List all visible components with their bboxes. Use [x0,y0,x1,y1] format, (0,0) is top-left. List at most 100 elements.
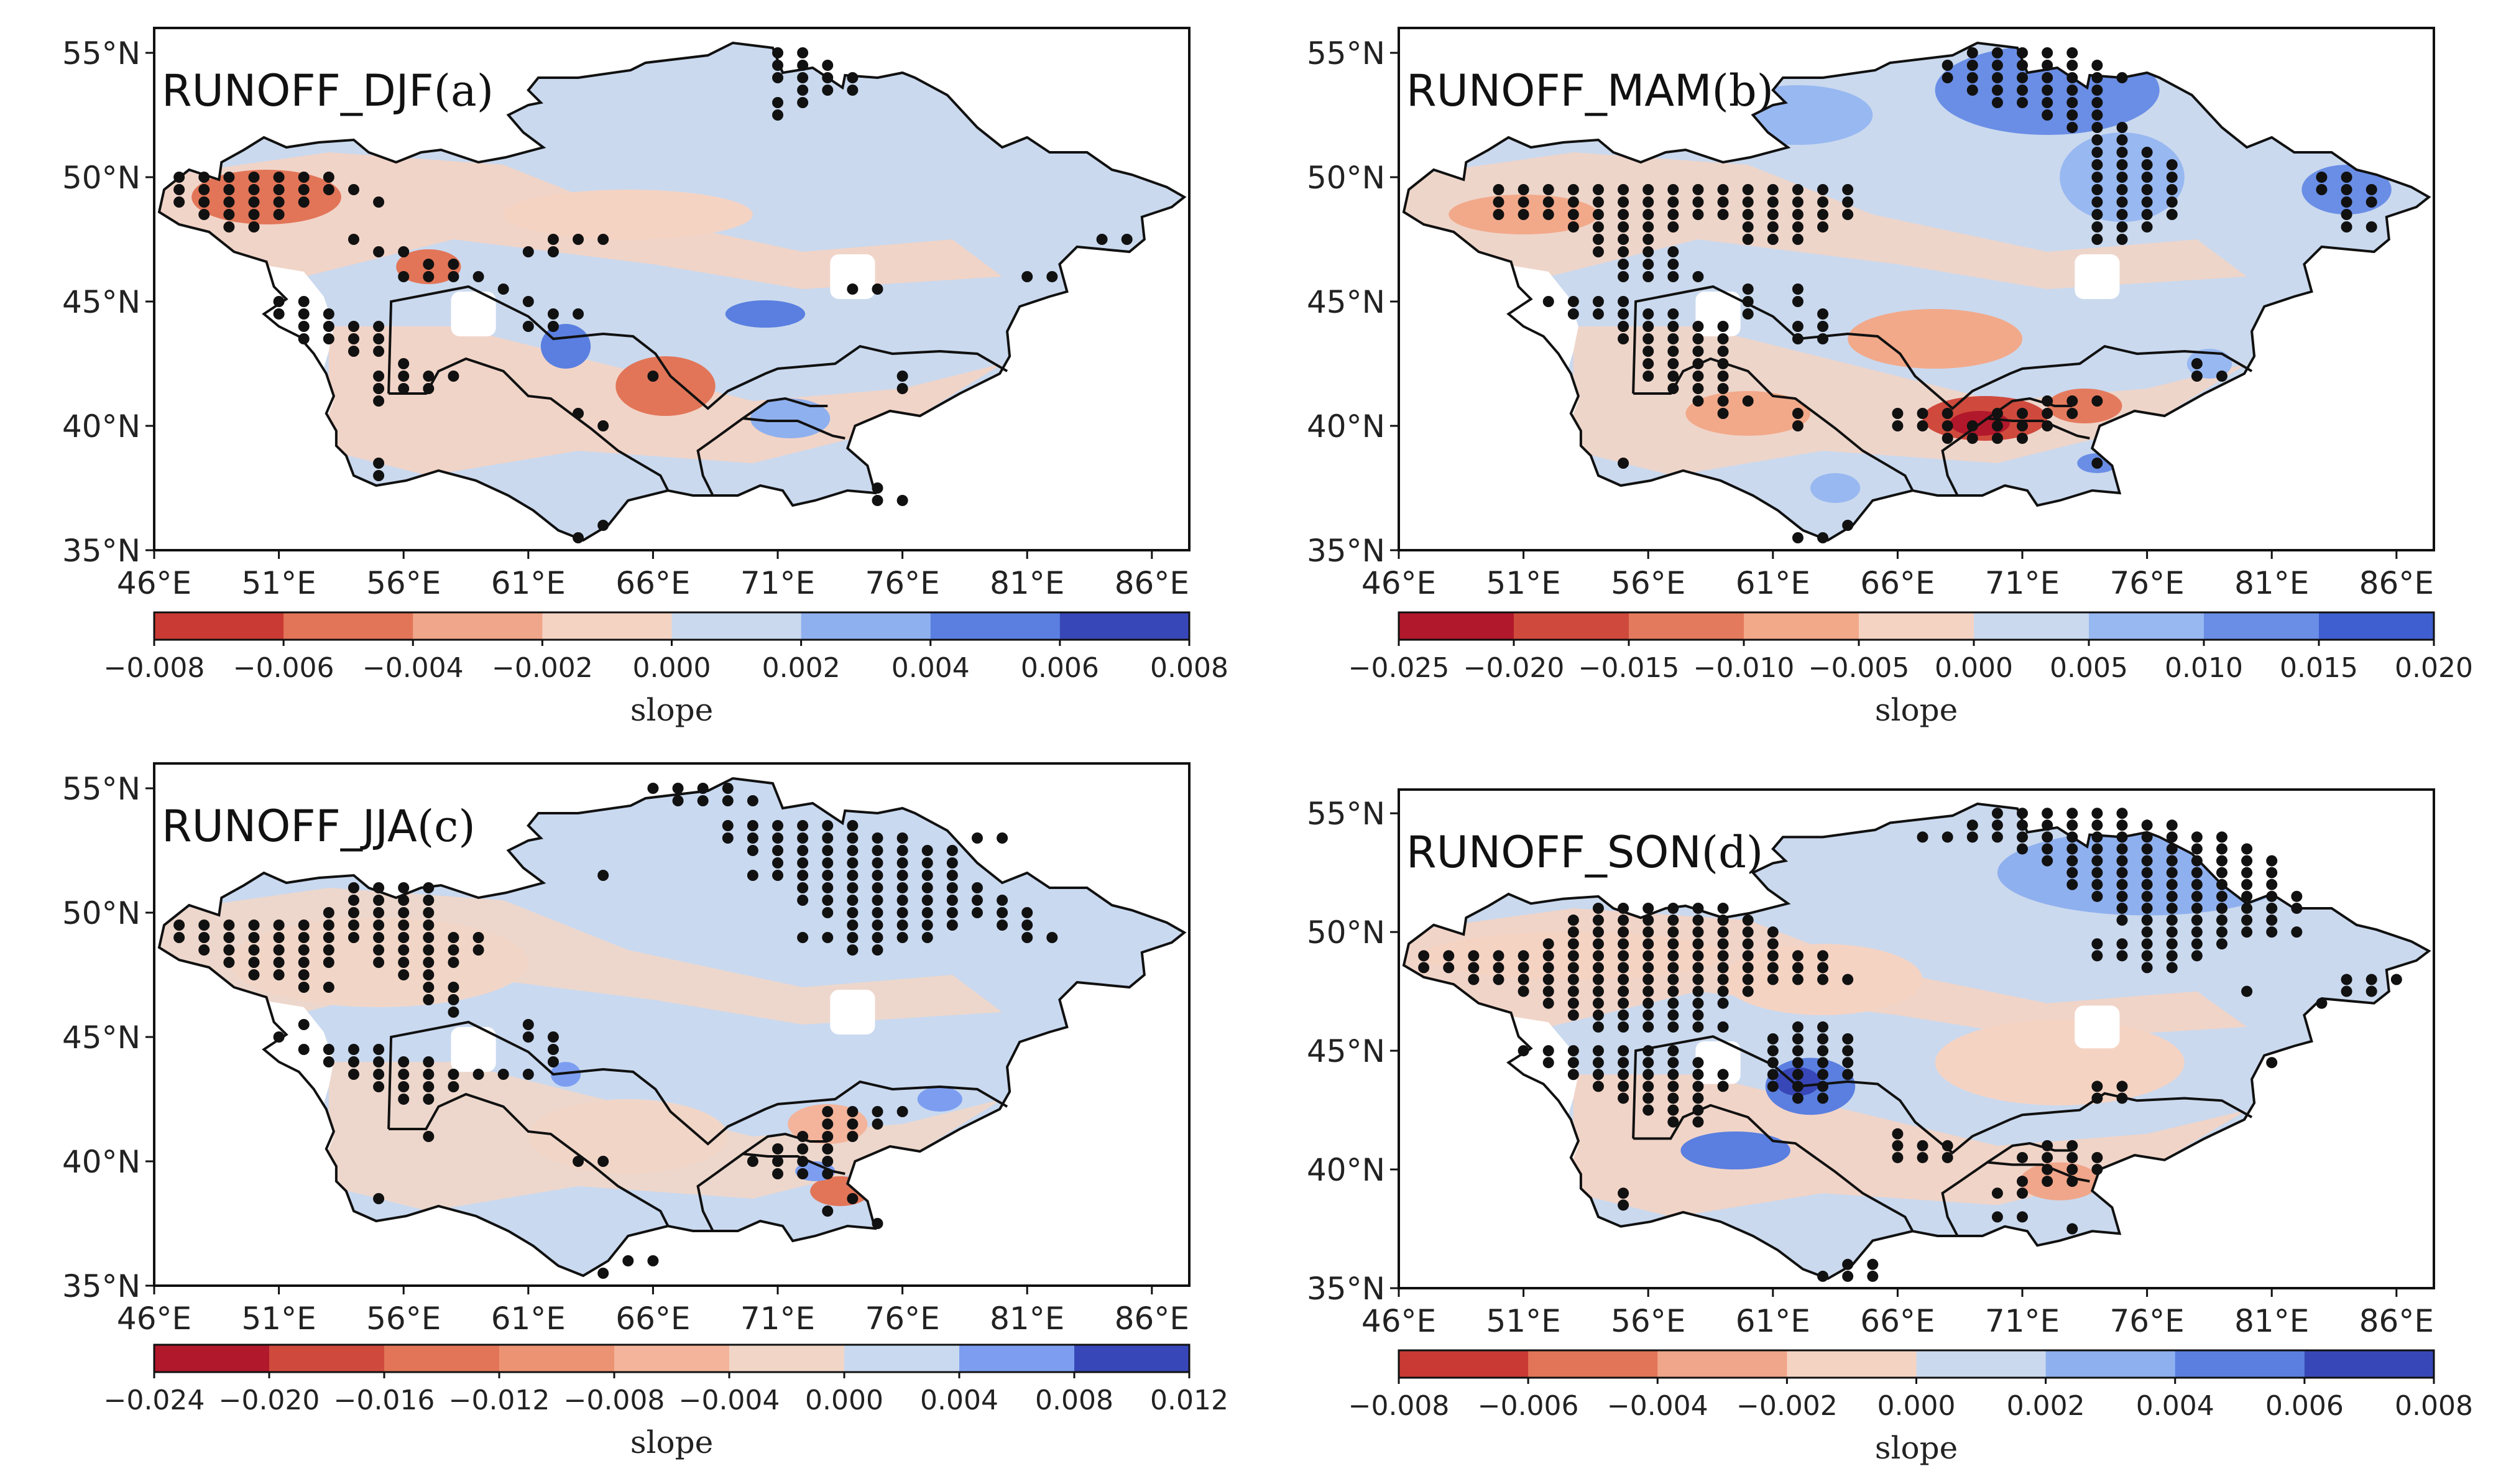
significance-dot [1767,1081,1779,1092]
significance-dot [1966,60,1978,71]
field-anomaly [917,1087,962,1112]
significance-dot [373,895,385,906]
significance-dot [2166,159,2178,170]
significance-dot [1942,1140,1953,1151]
significance-dot [2266,855,2278,867]
significance-dot [423,957,435,968]
significance-dot [1567,974,1579,985]
significance-dot [1817,308,1829,320]
significance-dot [872,895,883,906]
significance-dot [1667,997,1679,1009]
significance-dot [573,234,584,245]
significance-dot [298,321,310,332]
significance-dot [298,957,310,968]
significance-dot [1493,974,1504,985]
significance-dot [2365,184,2377,195]
lat-tick-label: 40°N [62,408,141,445]
significance-dot [1618,1069,1629,1081]
significance-dot [1667,1009,1679,1021]
significance-dot [1667,1057,1679,1069]
significance-dot [298,1019,310,1030]
colorbar-tick-label: −0.025 [1348,652,1450,684]
significance-dot [472,1069,484,1080]
significance-dot [248,209,260,220]
significance-dot [547,1044,559,1055]
lon-tick-label: 56°E [1611,565,1685,601]
significance-dot [1642,1045,1654,1057]
significance-dot [2191,371,2203,382]
significance-dot [896,919,908,931]
significance-dot [1942,408,1953,419]
colorbar-swatch [154,612,284,640]
significance-dot [1418,962,1430,974]
lon-tick-label: 86°E [1115,1301,1189,1337]
significance-dot [1742,296,1754,307]
significance-dot [2066,1164,2078,1176]
significance-dot [2166,890,2178,902]
significance-dot [2266,1057,2278,1069]
significance-dot [872,482,883,494]
significance-dot [2116,878,2128,890]
significance-dot [2216,926,2227,938]
significance-dot [298,196,310,208]
panel-title-text: RUNOFF_SON [1406,827,1702,878]
significance-dot [2191,878,2203,890]
lon-tick-label: 61°E [1736,565,1810,601]
significance-dot [1692,395,1704,407]
significance-dot [223,184,235,195]
significance-dot [423,907,435,918]
significance-dot [1892,1128,1904,1140]
lon-tick-label: 81°E [2234,1303,2309,1339]
field-anomaly [503,190,753,239]
significance-dot [198,172,210,183]
significance-dot [2066,808,2078,819]
significance-dot [1742,974,1754,985]
significance-dot [822,1131,834,1142]
significance-dot [896,895,908,906]
significance-dot [1692,196,1704,208]
significance-dot [722,783,734,794]
significance-dot [2042,808,2053,819]
significance-dot [1792,408,1803,419]
significance-dot [2116,938,2128,950]
lon-tick-label: 86°E [2359,565,2434,601]
significance-dot [2116,134,2128,145]
significance-dot [597,1156,609,1167]
significance-dot [1518,1045,1529,1057]
significance-dot [2116,915,2128,926]
significance-dot [872,832,883,844]
significance-dot [1842,1057,1854,1069]
significance-dot [1642,196,1654,208]
significance-dot [946,882,958,893]
significance-dot [847,845,859,856]
significance-dot [1468,974,1480,985]
significance-dot [2141,184,2153,195]
significance-dot [2341,184,2352,195]
significance-dot [797,832,809,844]
significance-dot [1642,184,1654,195]
panel-title: RUNOFF_JJA(c) [162,801,476,852]
significance-dot [2266,890,2278,902]
colorbar-swatch [1514,612,1629,640]
significance-dot [2066,60,2078,71]
significance-dot [1592,196,1604,208]
colorbar-tick-label: 0.000 [805,1385,883,1416]
significance-dot [896,383,908,394]
significance-dot [2365,221,2377,233]
significance-dot [1567,296,1579,307]
significance-dot [822,907,834,918]
significance-dot [1618,196,1629,208]
lon-tick-label: 76°E [865,1301,940,1337]
significance-dot [248,919,260,931]
significance-dot [822,60,834,71]
significance-dot [1096,234,1108,245]
significance-dot [223,209,235,220]
lon-tick-label: 46°E [1361,565,1436,601]
significance-dot [2141,890,2153,902]
significance-dot [1692,346,1704,357]
significance-dot [348,346,359,357]
colorbar-tick-label: −0.002 [1736,1390,1838,1422]
significance-dot [2166,902,2178,914]
significance-dot [198,919,210,931]
field-anomaly [615,356,716,416]
